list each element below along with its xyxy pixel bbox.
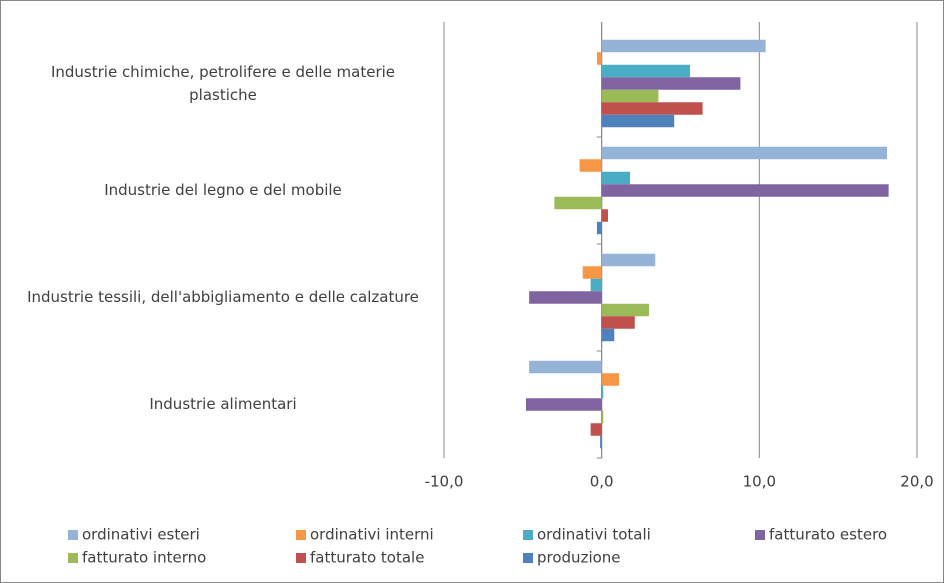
bar: [601, 385, 604, 399]
bar: [529, 291, 602, 304]
legend-label: ordinativi esteri: [82, 526, 200, 544]
bar: [601, 171, 631, 185]
bar: [554, 196, 602, 210]
bar: [601, 102, 703, 115]
bar: [601, 303, 649, 317]
x-tick-label: 0,0: [590, 473, 614, 491]
legend-swatch: [296, 553, 306, 563]
bar: [582, 266, 602, 279]
bar: [590, 278, 602, 292]
bar: [601, 373, 620, 386]
legend-swatch: [68, 530, 78, 540]
x-tick-label: -10,0: [425, 473, 464, 491]
bar: [601, 184, 889, 197]
bar: [579, 159, 602, 172]
bar: [601, 253, 656, 267]
bar: [601, 146, 888, 160]
bar: [601, 64, 690, 78]
y-tick-label: Industrie chimiche, petrolifere e delle …: [50, 62, 396, 104]
legend-swatch: [523, 553, 533, 563]
legend-label: fatturato estero: [769, 526, 887, 544]
legend-label: ordinativi interni: [310, 526, 434, 544]
y-tick-label: Industrie alimentari: [149, 395, 297, 413]
bar: [596, 221, 602, 235]
bar: [590, 423, 602, 436]
bar: [596, 52, 602, 65]
bar: [601, 89, 659, 103]
legend-swatch: [523, 530, 533, 540]
legend-swatch: [68, 553, 78, 563]
bar: [601, 328, 615, 342]
x-tick-label: 10,0: [743, 473, 776, 491]
legend-label: fatturato totale: [310, 549, 424, 567]
legend-label: fatturato interno: [82, 549, 206, 567]
y-tick-label: Industrie tessili, dell'abbigliamento e …: [27, 288, 419, 306]
bar: [600, 435, 602, 449]
bar: [525, 398, 602, 411]
bar: [601, 39, 766, 53]
x-tick-label: 20,0: [900, 473, 933, 491]
bar: [601, 209, 608, 222]
bar: [601, 316, 635, 329]
legend-label: produzione: [537, 549, 621, 567]
legend-swatch: [296, 530, 306, 540]
bar: [529, 360, 602, 374]
legend-label: ordinativi totali: [537, 526, 651, 544]
bar: [601, 114, 675, 128]
y-tick-label: Industrie del legno e del mobile: [104, 181, 342, 199]
legend-swatch: [755, 530, 765, 540]
bar: [601, 410, 604, 424]
bar: [601, 77, 741, 90]
